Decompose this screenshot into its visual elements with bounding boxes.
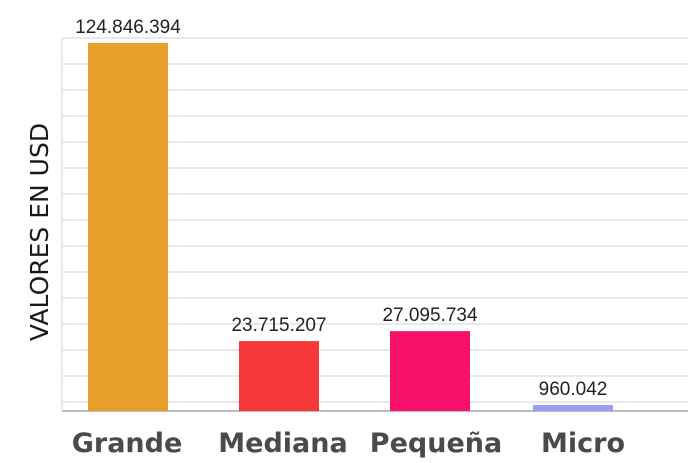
bar-micro (533, 405, 613, 411)
value-label: 124.846.394 (75, 17, 181, 38)
value-label: 27.095.734 (382, 305, 478, 326)
value-labels-group: 124.846.394 23.715.207 27.095.734 960.042 (75, 17, 607, 400)
category-label: Micro (541, 428, 625, 459)
bars-group (88, 43, 613, 411)
category-label: Grande (72, 428, 183, 459)
value-label: 960.042 (539, 379, 608, 400)
y-axis-title: VALORES EN USD (25, 123, 54, 341)
bar-mediana (239, 341, 319, 411)
category-labels-group: Grande Mediana Pequeña Micro (72, 428, 625, 459)
bar-pequeña (390, 331, 470, 411)
bar-grande (88, 43, 168, 411)
category-label: Pequeña (370, 428, 502, 459)
category-label: Mediana (218, 428, 347, 459)
value-label: 23.715.207 (231, 315, 326, 336)
